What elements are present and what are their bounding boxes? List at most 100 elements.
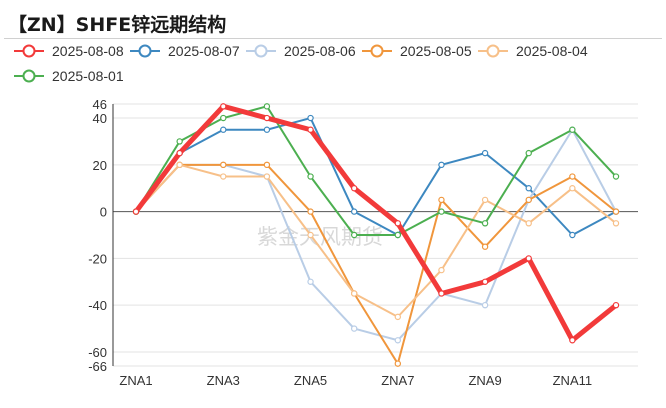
series-2025-08-01 <box>132 103 620 239</box>
data-point <box>307 114 314 122</box>
legend-item[interactable]: 2025-08-08 <box>14 43 124 59</box>
x-tick-label: ZNA1 <box>119 373 152 388</box>
legend-label: 2025-08-01 <box>52 68 124 84</box>
legend-item[interactable]: 2025-08-06 <box>246 43 356 59</box>
y-tick-label: -20 <box>88 251 107 266</box>
legend-label: 2025-08-05 <box>400 43 472 59</box>
data-point <box>307 173 314 180</box>
x-tick-label: ZNA3 <box>207 373 240 388</box>
data-point <box>438 208 445 215</box>
title-divider <box>4 38 662 39</box>
data-point <box>438 161 445 169</box>
data-point <box>350 290 358 297</box>
data-point <box>176 138 183 145</box>
data-point <box>569 173 576 180</box>
series-2025-08-05 <box>132 161 620 367</box>
data-point <box>569 337 576 344</box>
legend-item[interactable]: 2025-08-05 <box>362 43 472 59</box>
y-tick-label: -60 <box>88 345 107 360</box>
data-point <box>569 126 576 133</box>
legend-marker <box>22 69 36 83</box>
y-tick-label: -66 <box>88 359 107 374</box>
series-line <box>135 163 617 365</box>
data-point <box>307 278 314 285</box>
legend-item[interactable]: 2025-08-01 <box>14 68 124 84</box>
series-2025-08-08 <box>132 103 620 344</box>
data-point <box>220 103 227 110</box>
x-tick-label: ZNA11 <box>553 373 593 388</box>
legend-item[interactable]: 2025-08-07 <box>130 43 240 59</box>
legend-marker <box>22 44 36 58</box>
data-point <box>438 290 445 297</box>
y-tick-label: -40 <box>88 298 107 313</box>
data-point <box>394 231 402 239</box>
data-point <box>220 161 227 169</box>
data-point <box>569 231 576 239</box>
y-tick-label: 20 <box>93 158 107 173</box>
legend-marker <box>138 44 152 58</box>
data-point <box>481 243 489 250</box>
data-point <box>263 126 271 133</box>
data-point <box>220 126 227 133</box>
legend: 2025-08-08 2025-08-07 2025-08-06 2025-08-05… <box>14 43 588 84</box>
legend-label: 2025-08-04 <box>516 43 588 59</box>
data-point <box>394 220 402 227</box>
data-point <box>481 149 489 157</box>
y-tick-label: 0 <box>100 205 107 220</box>
chart-title: 【ZN】SHFE锌远期结构 <box>8 14 227 36</box>
legend-marker <box>486 44 500 58</box>
x-tick-label: ZNA9 <box>468 373 501 388</box>
data-point <box>350 185 358 192</box>
data-point <box>525 149 532 157</box>
series-2025-08-07 <box>132 114 620 239</box>
data-point <box>481 278 489 285</box>
legend-marker <box>370 44 384 58</box>
legend-item[interactable]: 2025-08-04 <box>478 43 588 59</box>
title-bar: 【ZN】SHFE锌远期结构 <box>4 4 662 39</box>
y-tick-label: 46 <box>93 97 107 112</box>
data-point <box>569 185 576 192</box>
x-axis-labels: ZNA1 ZNA3 ZNA5 ZNA7 ZNA9 ZNA11 <box>119 373 592 388</box>
data-point <box>263 173 271 180</box>
data-point <box>263 161 271 169</box>
legend-label: 2025-08-07 <box>168 43 240 59</box>
series-line <box>133 103 618 343</box>
data-point <box>481 196 489 204</box>
data-point <box>525 220 532 227</box>
legend-marker <box>254 44 268 58</box>
data-point <box>525 196 532 204</box>
y-tick-label: 40 <box>93 111 107 126</box>
data-point <box>438 266 445 274</box>
data-point <box>132 208 140 215</box>
legend-label: 2025-08-06 <box>284 43 356 59</box>
data-point <box>394 360 402 367</box>
series-line <box>135 163 617 318</box>
data-point <box>438 196 445 204</box>
data-point <box>263 114 271 122</box>
data-point <box>220 173 227 180</box>
data-point <box>481 220 489 227</box>
data-point <box>612 173 620 180</box>
data-point <box>307 126 314 133</box>
data-point <box>307 208 314 215</box>
data-point <box>307 231 314 239</box>
x-tick-label: ZNA7 <box>381 373 414 388</box>
data-point <box>612 301 620 309</box>
data-point <box>350 231 358 239</box>
data-point <box>350 325 358 332</box>
data-point <box>176 149 183 157</box>
data-point <box>394 313 402 321</box>
data-point <box>481 301 489 309</box>
data-point <box>350 208 358 215</box>
data-point <box>220 114 227 122</box>
series-line <box>135 105 617 236</box>
data-point <box>612 220 620 227</box>
data-point <box>525 185 532 192</box>
data-point <box>612 208 620 215</box>
x-tick-label: ZNA5 <box>294 373 327 388</box>
data-point <box>263 103 271 110</box>
data-point <box>394 337 402 344</box>
data-point <box>176 161 183 169</box>
legend-label: 2025-08-08 <box>52 43 124 59</box>
